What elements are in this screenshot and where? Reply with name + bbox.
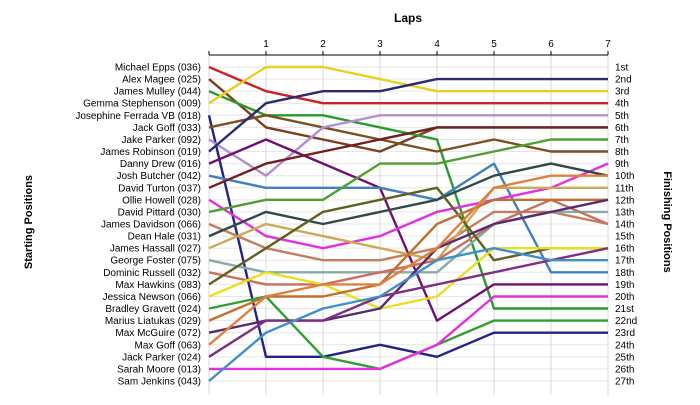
finishing-position-label: 9th	[615, 159, 629, 170]
starting-position-label: Gemma Stephenson (009)	[83, 99, 201, 110]
x-tick-label: 7	[605, 39, 611, 50]
finishing-position-label: 4th	[615, 99, 629, 110]
finishing-position-label: 23rd	[615, 328, 635, 339]
x-tick-label: 6	[548, 39, 554, 50]
series-line	[208, 210, 608, 274]
starting-position-label: Danny Drew (016)	[120, 159, 201, 170]
x-tick-label: 2	[320, 39, 326, 50]
finishing-position-label: 11th	[615, 183, 634, 194]
x-tick-labels: 1 2 3 4 5 6 7	[263, 39, 611, 50]
finishing-position-label: 1st	[615, 63, 629, 74]
finishing-position-label: 19th	[615, 280, 634, 291]
finishing-position-label: 22nd	[615, 316, 637, 327]
finishing-position-label: 25th	[615, 352, 634, 363]
starting-position-label: George Foster (075)	[110, 256, 201, 267]
starting-position-label: James Davidson (066)	[101, 220, 201, 231]
series-line	[208, 138, 608, 322]
finishing-position-label: 14th	[615, 220, 634, 231]
left-axis-label: Starting Positions	[23, 175, 35, 269]
starting-position-label: Michael Epps (036)	[115, 63, 201, 74]
right-axis-label: Finishing Positions	[661, 171, 673, 272]
finishing-position-label: 3rd	[615, 87, 629, 98]
series-line	[208, 247, 609, 358]
finishing-position-label: 7th	[615, 135, 629, 146]
series-line	[208, 246, 608, 382]
starting-position-label: Jack Goff (033)	[133, 123, 201, 134]
finishing-position-label: 15th	[615, 232, 634, 243]
starting-position-label: Max McGuire (072)	[115, 328, 201, 339]
starting-position-label: Sarah Moore (013)	[117, 364, 201, 375]
starting-position-label: Jessica Newson (066)	[103, 292, 201, 303]
series-line	[207, 115, 608, 358]
starting-position-label: Ollie Howell (028)	[122, 195, 201, 206]
starting-position-label: Bradley Gravett (024)	[105, 304, 201, 315]
finishing-position-label: 27th	[615, 377, 634, 388]
series-line	[209, 295, 608, 371]
starting-position-label: James Mulley (044)	[114, 87, 201, 98]
starting-position-label: Alex Magee (025)	[122, 75, 201, 86]
finishing-position-label: 8th	[615, 147, 629, 158]
starting-position-label: Dominic Russell (032)	[103, 268, 201, 279]
starting-position-labels: Michael Epps (036)Alex Magee (025)James …	[75, 63, 201, 388]
starting-position-label: James Hassall (027)	[110, 244, 201, 255]
series-line	[208, 126, 608, 189]
finishing-position-label: 10th	[615, 171, 634, 182]
series-line	[208, 138, 608, 214]
series-line	[208, 114, 608, 177]
series-line	[208, 77, 608, 153]
finishing-position-label: 21st	[615, 304, 634, 315]
finishing-position-label: 12th	[615, 195, 634, 206]
series-line	[208, 65, 608, 105]
starting-position-label: Dean Hale (031)	[128, 232, 201, 243]
starting-position-label: Max Hawkins (083)	[115, 280, 201, 291]
series-line	[208, 186, 608, 286]
chart-title: Laps	[394, 11, 422, 25]
series-line	[208, 246, 608, 310]
series-line	[208, 162, 609, 250]
starting-position-label: David Turton (037)	[118, 183, 201, 194]
finishing-position-label: 16th	[615, 244, 634, 255]
starting-position-label: Josephine Ferrada VB (018)	[75, 111, 201, 122]
starting-position-label: Marius Liatukas (029)	[105, 316, 201, 327]
x-tick-label: 5	[491, 39, 497, 50]
starting-position-label: David Pittard (030)	[118, 207, 201, 218]
series-line	[208, 198, 608, 322]
starting-position-label: Sam Jenkins (043)	[118, 377, 201, 388]
starting-position-label: James Robinson (019)	[100, 147, 201, 158]
finishing-position-label: 13th	[615, 207, 634, 218]
finishing-position-label: 26th	[615, 364, 634, 375]
finishing-position-label: 2nd	[615, 75, 632, 86]
series-line	[208, 174, 608, 346]
starting-position-label: Josh Butcher (042)	[117, 171, 202, 182]
finishing-position-label: 17th	[615, 256, 634, 267]
starting-position-label: Jack Parker (024)	[122, 352, 201, 363]
x-tick-label: 4	[434, 39, 440, 50]
finishing-position-label: 5th	[615, 111, 629, 122]
finishing-position-label: 18th	[615, 268, 634, 279]
finishing-position-label: 24th	[615, 340, 634, 351]
starting-position-label: Max Goff (063)	[134, 340, 201, 351]
finishing-position-label: 6th	[615, 123, 629, 134]
series-line	[208, 114, 608, 153]
x-tick-label: 1	[263, 39, 269, 50]
finishing-position-label: 20th	[615, 292, 634, 303]
series-line	[208, 162, 609, 238]
finishing-position-labels: 1st2nd3rd4th5th6th7th8th9th10th11th12th1…	[615, 63, 637, 388]
x-tick-label: 3	[377, 39, 383, 50]
series-lines	[207, 65, 609, 382]
starting-position-label: Jake Parker (092)	[122, 135, 201, 146]
